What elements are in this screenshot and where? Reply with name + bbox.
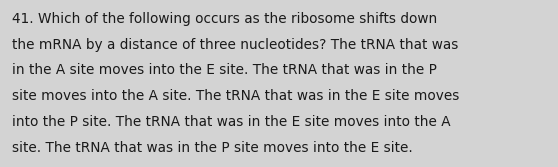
- Text: the mRNA by a distance of three nucleotides? The tRNA that was: the mRNA by a distance of three nucleoti…: [12, 38, 459, 52]
- Text: site moves into the A site. The tRNA that was in the E site moves: site moves into the A site. The tRNA tha…: [12, 89, 460, 103]
- Text: 41. Which of the following occurs as the ribosome shifts down: 41. Which of the following occurs as the…: [12, 12, 437, 26]
- Text: in the A site moves into the E site. The tRNA that was in the P: in the A site moves into the E site. The…: [12, 63, 437, 77]
- Text: into the P site. The tRNA that was in the E site moves into the A: into the P site. The tRNA that was in th…: [12, 115, 451, 129]
- Text: site. The tRNA that was in the P site moves into the E site.: site. The tRNA that was in the P site mo…: [12, 141, 413, 155]
